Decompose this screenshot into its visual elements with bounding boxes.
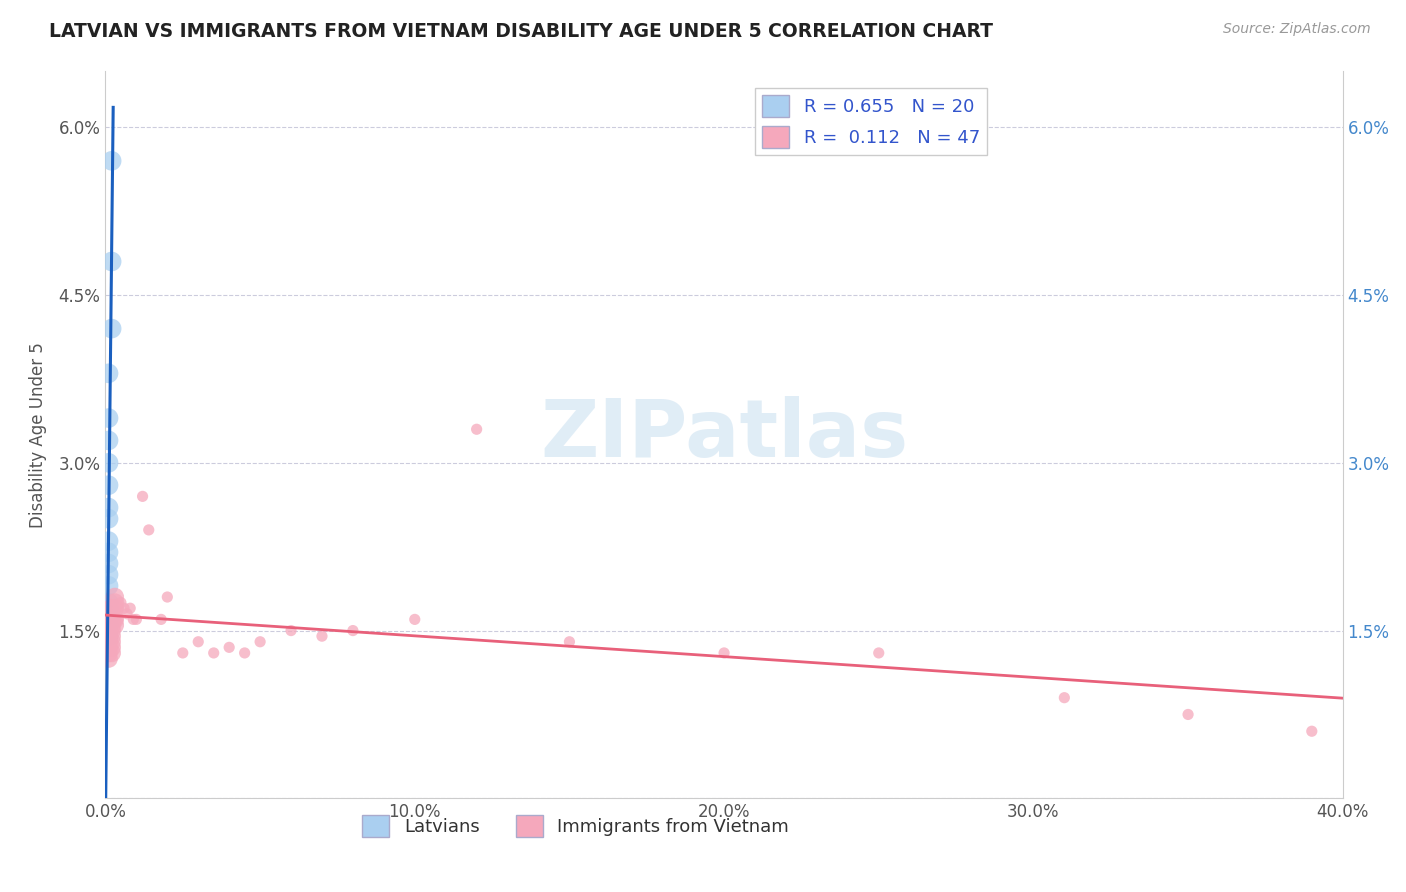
Point: [249, 634, 271, 648]
Point: [97, 500, 120, 515]
Point: [713, 646, 735, 660]
Point: [1053, 690, 1076, 705]
Legend: Latvians, Immigrants from Vietnam: Latvians, Immigrants from Vietnam: [356, 807, 796, 844]
Point: [107, 612, 129, 626]
Point: [97, 601, 120, 615]
Point: [100, 612, 122, 626]
Point: [100, 153, 122, 168]
Point: [138, 523, 160, 537]
Point: [104, 590, 127, 604]
Point: [311, 629, 333, 643]
Point: [100, 629, 122, 643]
Point: [131, 489, 153, 503]
Point: [97, 629, 120, 643]
Point: [97, 545, 120, 559]
Point: [1177, 707, 1199, 722]
Point: [104, 596, 127, 610]
Point: [120, 601, 142, 615]
Point: [122, 612, 145, 626]
Point: [104, 618, 127, 632]
Point: [100, 640, 122, 655]
Point: [107, 601, 129, 615]
Text: LATVIAN VS IMMIGRANTS FROM VIETNAM DISABILITY AGE UNDER 5 CORRELATION CHART: LATVIAN VS IMMIGRANTS FROM VIETNAM DISAB…: [49, 22, 993, 41]
Point: [112, 601, 135, 615]
Point: [100, 618, 122, 632]
Point: [97, 618, 120, 632]
Point: [97, 596, 120, 610]
Point: [97, 557, 120, 571]
Point: [218, 640, 240, 655]
Point: [97, 634, 120, 648]
Y-axis label: Disability Age Under 5: Disability Age Under 5: [30, 342, 48, 528]
Point: [558, 634, 581, 648]
Point: [97, 579, 120, 593]
Point: [97, 640, 120, 655]
Point: [280, 624, 302, 638]
Point: [100, 601, 122, 615]
Point: [125, 612, 148, 626]
Point: [172, 646, 194, 660]
Point: [1301, 724, 1323, 739]
Point: [97, 534, 120, 549]
Point: [97, 567, 120, 582]
Point: [465, 422, 488, 436]
Point: [100, 646, 122, 660]
Point: [97, 629, 120, 643]
Point: [115, 607, 138, 621]
Point: [104, 612, 127, 626]
Point: [100, 624, 122, 638]
Point: [100, 321, 122, 335]
Point: [187, 634, 209, 648]
Point: [97, 478, 120, 492]
Point: [233, 646, 256, 660]
Point: [97, 512, 120, 526]
Point: [100, 254, 122, 268]
Point: [156, 590, 179, 604]
Point: [202, 646, 225, 660]
Point: [97, 612, 120, 626]
Point: [97, 646, 120, 660]
Text: ZIPatlas: ZIPatlas: [540, 396, 908, 474]
Point: [97, 456, 120, 470]
Point: [100, 634, 122, 648]
Point: [97, 651, 120, 665]
Text: Source: ZipAtlas.com: Source: ZipAtlas.com: [1223, 22, 1371, 37]
Point: [342, 624, 364, 638]
Point: [110, 596, 132, 610]
Point: [97, 411, 120, 425]
Point: [868, 646, 890, 660]
Point: [97, 434, 120, 448]
Point: [150, 612, 173, 626]
Point: [404, 612, 426, 626]
Point: [104, 601, 127, 615]
Point: [97, 367, 120, 381]
